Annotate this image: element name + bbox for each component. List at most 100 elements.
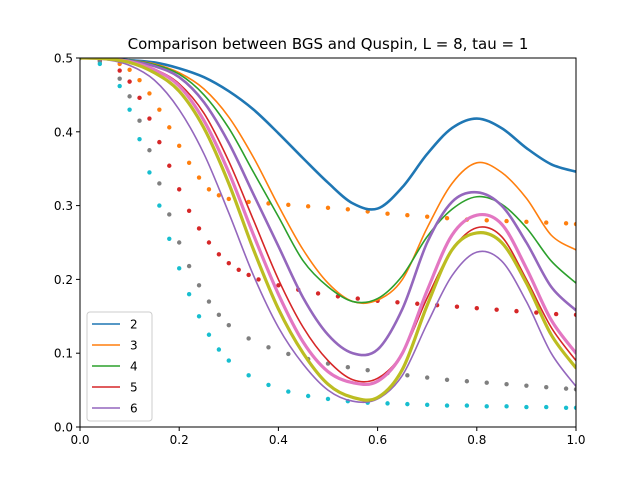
legend-item: 5: [92, 381, 138, 395]
data-point: [286, 351, 291, 357]
data-point: [196, 226, 202, 231]
data-point: [553, 311, 559, 317]
series-line: [80, 58, 576, 305]
data-point: [177, 240, 182, 245]
data-point: [167, 163, 172, 168]
data-point: [206, 240, 212, 245]
data-point: [117, 83, 122, 89]
data-point: [196, 283, 202, 288]
x-tick-label: 0.8: [467, 433, 486, 447]
data-point: [196, 314, 202, 319]
data-point: [147, 148, 152, 153]
legend-label: 5: [130, 381, 138, 395]
y-tick-label: 0.2: [54, 273, 73, 287]
data-point: [216, 312, 222, 318]
series-extra-6: [80, 58, 576, 387]
data-point: [137, 95, 142, 101]
data-point: [444, 403, 450, 408]
data-point: [325, 205, 331, 211]
data-point: [504, 404, 509, 409]
data-point: [266, 382, 271, 388]
y-tick-label: 0.5: [54, 52, 73, 66]
data-point: [573, 405, 576, 411]
series-3: [80, 58, 576, 305]
data-point: [504, 218, 509, 224]
data-point: [425, 214, 430, 219]
y-tick-label: 0.4: [54, 125, 73, 139]
series-extra-9: [80, 58, 576, 318]
data-point: [177, 143, 182, 149]
data-point: [216, 193, 222, 198]
data-point: [236, 267, 241, 273]
data-point: [315, 291, 321, 296]
legend-item: 2: [92, 318, 138, 332]
series-line: [80, 58, 576, 387]
series-line: [80, 58, 576, 402]
data-point: [276, 283, 281, 288]
data-point: [226, 196, 231, 202]
data-point: [226, 358, 231, 363]
data-point: [305, 204, 311, 209]
y-tick-label: 0.0: [54, 421, 73, 435]
data-point: [147, 170, 152, 175]
data-point: [246, 199, 251, 205]
data-point: [365, 367, 370, 373]
data-point: [226, 322, 231, 328]
data-point: [544, 384, 549, 390]
data-point: [216, 252, 222, 257]
data-point: [385, 401, 390, 406]
data-point: [524, 383, 529, 388]
data-point: [147, 116, 152, 121]
x-tick-label: 1.0: [566, 433, 585, 447]
data-point: [127, 67, 132, 73]
series-line: [80, 58, 576, 357]
data-point: [186, 263, 192, 269]
data-point: [186, 291, 192, 297]
series-extra-10: [80, 58, 576, 392]
data-point: [206, 299, 212, 304]
data-point: [305, 393, 311, 399]
data-point: [464, 403, 470, 408]
data-point: [345, 365, 351, 370]
data-point: [484, 218, 489, 223]
series-2: [80, 58, 576, 211]
data-point: [405, 401, 410, 407]
data-point: [127, 79, 132, 84]
data-point: [563, 405, 569, 411]
data-point: [117, 76, 122, 81]
series-extra-5: [80, 58, 576, 357]
data-point: [137, 136, 142, 142]
data-point: [177, 187, 182, 192]
data-point: [464, 379, 470, 384]
data-point: [484, 404, 489, 409]
data-point: [216, 347, 222, 352]
data-point: [454, 304, 460, 309]
data-point: [405, 373, 410, 378]
data-point: [256, 277, 261, 282]
data-point: [415, 301, 420, 306]
data-point: [544, 404, 549, 410]
data-point: [563, 386, 569, 391]
plot-frame: [79, 57, 577, 428]
data-point: [484, 380, 489, 385]
data-point: [206, 187, 212, 192]
data-point: [157, 139, 162, 145]
legend-label: 3: [130, 339, 138, 353]
y-tick-label: 0.1: [54, 347, 73, 361]
legend-item: 3: [92, 339, 138, 353]
y-tick-label: 0.3: [54, 199, 73, 213]
series-extra-7: [80, 58, 576, 402]
x-tick-label: 0.6: [368, 433, 387, 447]
legend-label: 2: [130, 318, 138, 332]
data-point: [573, 312, 576, 318]
data-point: [544, 220, 549, 225]
data-point: [494, 307, 499, 312]
data-point: [127, 107, 132, 112]
series-layer: [80, 58, 576, 411]
legend-item: 4: [92, 360, 138, 374]
x-tick-label: 0.0: [70, 433, 89, 447]
x-tick-label: 0.2: [170, 433, 189, 447]
data-point: [405, 212, 410, 218]
data-point: [385, 211, 390, 216]
